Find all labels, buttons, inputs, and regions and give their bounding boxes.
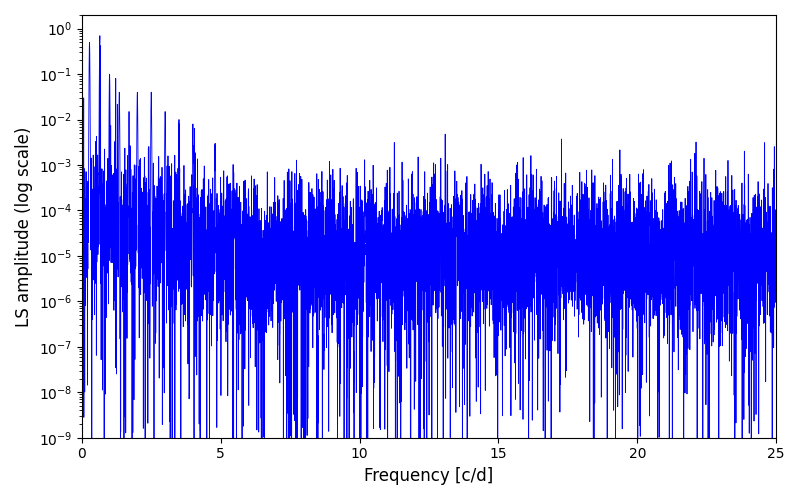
X-axis label: Frequency [c/d]: Frequency [c/d] xyxy=(364,467,494,485)
Y-axis label: LS amplitude (log scale): LS amplitude (log scale) xyxy=(15,126,33,326)
